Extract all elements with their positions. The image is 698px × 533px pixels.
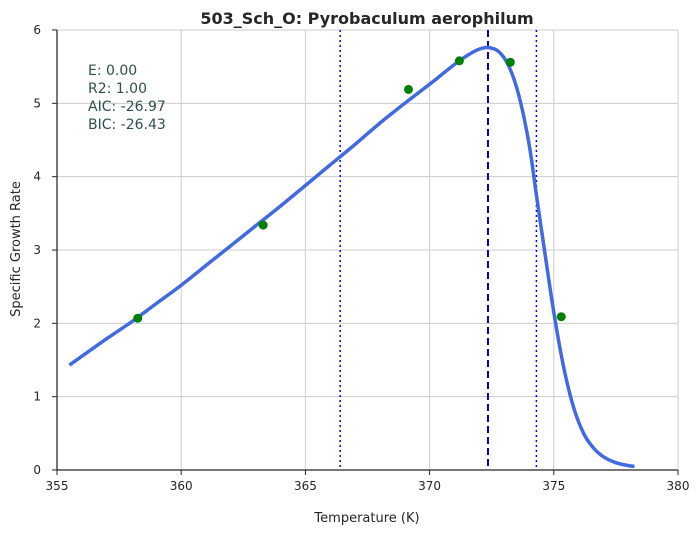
axes [52,29,679,475]
x-tick-label: 375 [542,479,565,493]
tick-labels: 355 360 365 370 375 380 0 1 2 3 4 5 6 [33,23,689,493]
data-point [556,312,566,322]
chart-title: 503_Sch_O: Pyrobaculum aerophilum [200,9,533,28]
stat-r2: R2: 1.00 [88,81,147,97]
stat-bic: BIC: -26.43 [88,117,166,133]
fit-curve [68,45,635,469]
fit-statistics: E: 0.00 R2: 1.00 AIC: -26.97 BIC: -26.43 [88,63,166,133]
y-tick-label: 1 [33,390,41,404]
y-tick-label: 3 [33,243,41,257]
data-point [133,313,143,323]
data-point [258,220,268,230]
y-axis-label: Specific Growth Rate [9,181,24,317]
x-tick-label: 355 [46,479,69,493]
grid [57,29,679,470]
reference-lines [339,30,538,470]
x-tick-label: 370 [418,479,441,493]
observed-points [133,56,566,323]
y-tick-label: 0 [33,463,41,477]
stat-e: E: 0.00 [88,63,137,79]
data-point [454,56,464,66]
x-tick-label: 365 [294,479,317,493]
y-tick-label: 6 [33,23,41,37]
y-tick-label: 5 [33,96,41,110]
y-tick-label: 4 [33,170,41,184]
data-point [403,84,413,94]
stat-aic: AIC: -26.97 [88,99,166,115]
data-point [505,57,515,67]
x-tick-label: 360 [170,479,193,493]
y-tick-label: 2 [33,316,41,330]
x-axis-label: Temperature (K) [313,511,419,526]
x-tick-label: 380 [667,479,690,493]
